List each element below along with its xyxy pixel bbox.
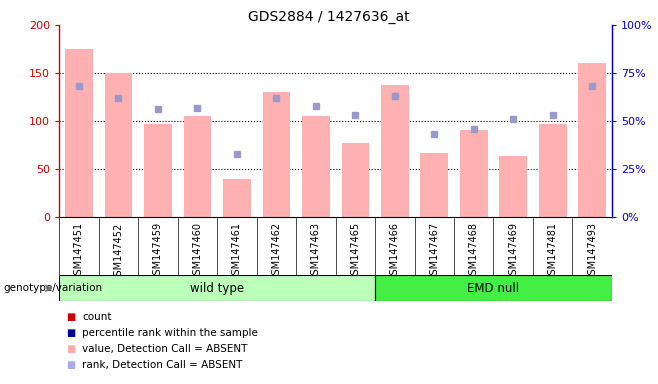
- Bar: [375, 275, 612, 301]
- Text: GDS2884 / 1427636_at: GDS2884 / 1427636_at: [248, 10, 410, 23]
- Text: genotype/variation: genotype/variation: [3, 283, 103, 293]
- Text: GSM147461: GSM147461: [232, 222, 242, 281]
- Text: GSM147481: GSM147481: [547, 222, 558, 281]
- Text: GSM147459: GSM147459: [153, 222, 163, 281]
- Text: GSM147462: GSM147462: [271, 222, 282, 281]
- Text: ■: ■: [66, 344, 75, 354]
- Text: value, Detection Call = ABSENT: value, Detection Call = ABSENT: [82, 344, 247, 354]
- Text: GSM147466: GSM147466: [390, 222, 400, 281]
- Bar: [263, 92, 290, 217]
- Bar: [381, 86, 409, 217]
- Text: GSM147493: GSM147493: [587, 222, 597, 281]
- Text: wild type: wild type: [190, 282, 244, 295]
- Text: GSM147460: GSM147460: [192, 222, 203, 281]
- Bar: [144, 124, 172, 217]
- Text: GSM147451: GSM147451: [74, 222, 84, 281]
- Bar: [578, 63, 606, 217]
- Text: GSM147468: GSM147468: [468, 222, 479, 281]
- Text: ■: ■: [66, 312, 75, 322]
- Text: count: count: [82, 312, 112, 322]
- Bar: [65, 49, 93, 217]
- Bar: [302, 116, 330, 217]
- Text: GSM147469: GSM147469: [508, 222, 519, 281]
- Bar: [184, 116, 211, 217]
- Bar: [223, 179, 251, 217]
- Text: percentile rank within the sample: percentile rank within the sample: [82, 328, 258, 338]
- Bar: [342, 143, 369, 217]
- Text: GSM147463: GSM147463: [311, 222, 321, 281]
- Bar: [105, 73, 132, 217]
- Bar: [499, 156, 527, 217]
- Text: rank, Detection Call = ABSENT: rank, Detection Call = ABSENT: [82, 360, 243, 370]
- Bar: [460, 130, 488, 217]
- Text: EMD null: EMD null: [467, 282, 520, 295]
- Text: GSM147452: GSM147452: [113, 222, 124, 281]
- Text: GSM147465: GSM147465: [350, 222, 361, 281]
- Bar: [539, 124, 567, 217]
- Text: ■: ■: [66, 328, 75, 338]
- Text: ■: ■: [66, 360, 75, 370]
- Text: GSM147467: GSM147467: [429, 222, 440, 281]
- Bar: [59, 275, 375, 301]
- Bar: [420, 153, 448, 217]
